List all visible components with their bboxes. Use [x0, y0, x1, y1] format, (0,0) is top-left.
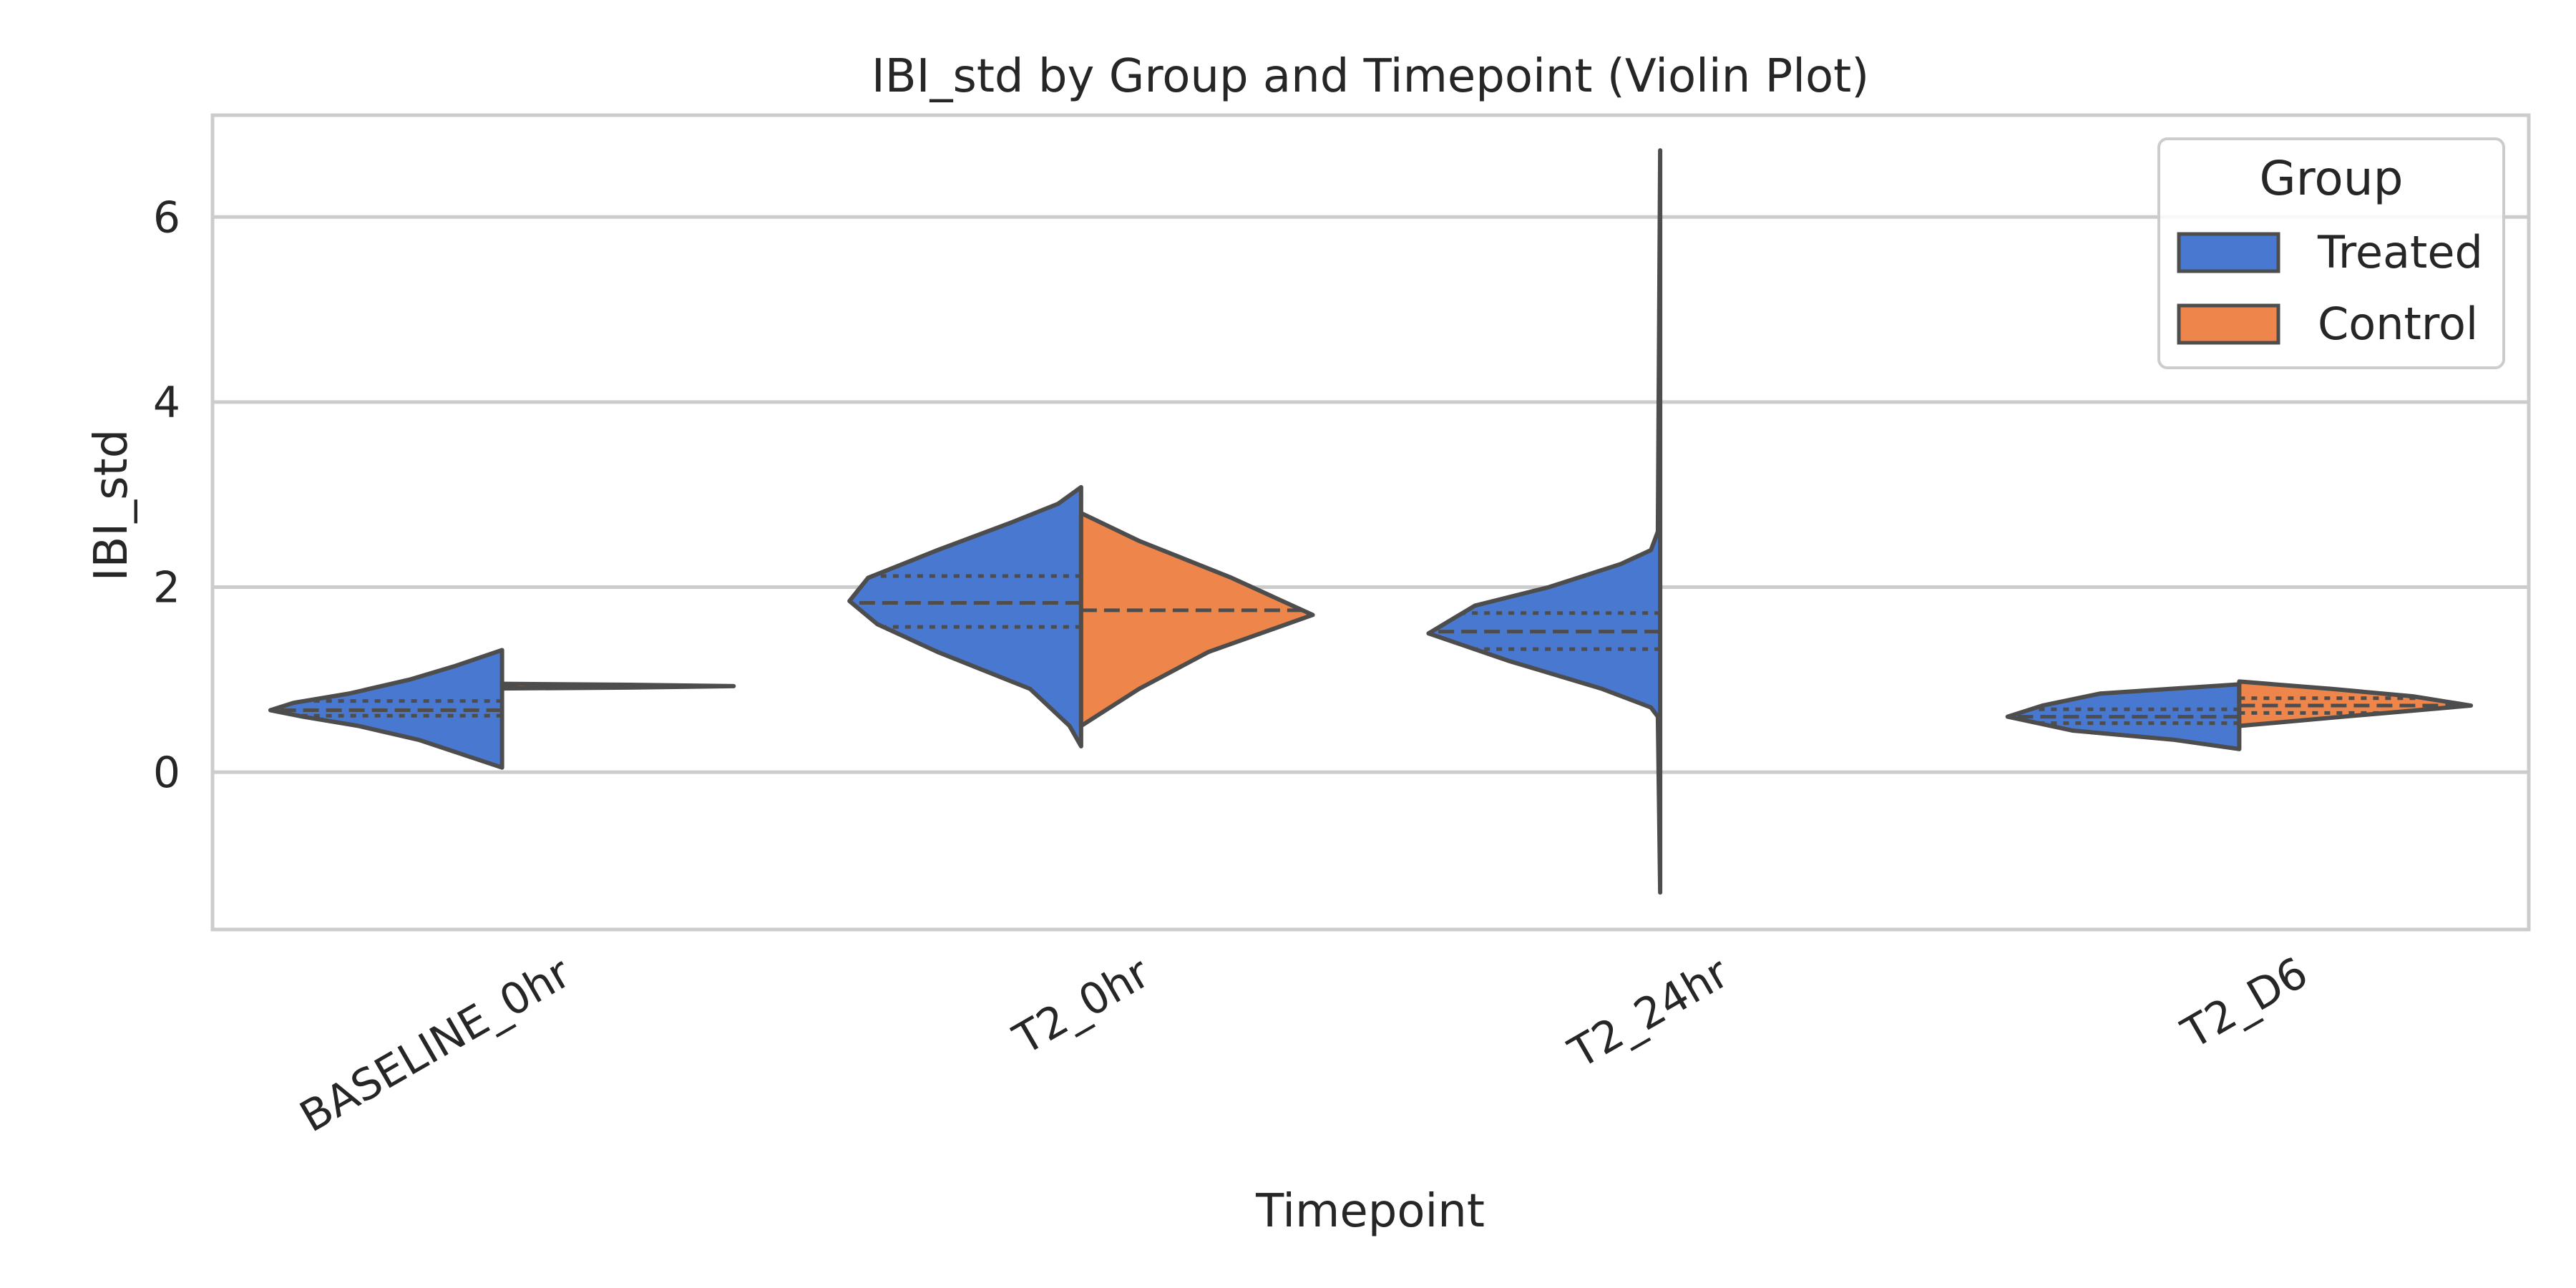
- violin-treated-t2-0hr: [847, 484, 1083, 748]
- grid-layer: [213, 215, 2529, 774]
- violin-control-baseline-0hr: [499, 681, 736, 691]
- violin-treated-t2-24hr: [1426, 148, 1663, 895]
- y-tick-label: 4: [153, 378, 180, 428]
- violin-treated-t2-d6: [2005, 682, 2242, 751]
- x-axis-label: Timepoint: [1255, 1185, 1485, 1238]
- x-tick-label-baseline-0hr: BASELINE_0hr: [292, 947, 580, 1142]
- violin-body: [2237, 679, 2474, 728]
- violin-control-t2-d6: [2237, 679, 2474, 728]
- violin-body: [847, 484, 1083, 748]
- x-tick-label-t2-0hr: T2_0hr: [1005, 947, 1158, 1065]
- y-axis-label: IBI_std: [85, 429, 138, 582]
- violin-body: [1426, 148, 1663, 895]
- violin-layer: [268, 148, 2474, 895]
- y-tick-labels: 0 2 4 6: [153, 192, 180, 798]
- legend-label-control: Control: [2318, 298, 2478, 350]
- legend-swatch-control: [2177, 303, 2280, 345]
- plot-frame: [210, 113, 2531, 932]
- legend-swatch-treated: [2177, 232, 2280, 273]
- violin-body: [1078, 511, 1315, 728]
- y-tick-label: 6: [153, 192, 180, 243]
- x-tick-labels: BASELINE_0hr T2_0hr T2_24hr T2_D6: [292, 947, 2316, 1142]
- legend-title: Group: [2260, 151, 2404, 206]
- y-tick-label: 2: [153, 563, 180, 613]
- violin-control-t2-0hr: [1078, 511, 1315, 728]
- chart-title: IBI_std by Group and Timepoint (Violin P…: [872, 50, 1869, 103]
- legend-label-treated: Treated: [2317, 226, 2483, 278]
- x-tick-label-t2-24hr: T2_24hr: [1561, 947, 1737, 1078]
- x-tick-label-t2-d6: T2_D6: [2173, 947, 2316, 1059]
- y-tick-label: 0: [153, 748, 180, 798]
- legend: Group Treated Control: [2157, 137, 2505, 369]
- violin-treated-baseline-0hr: [268, 648, 504, 770]
